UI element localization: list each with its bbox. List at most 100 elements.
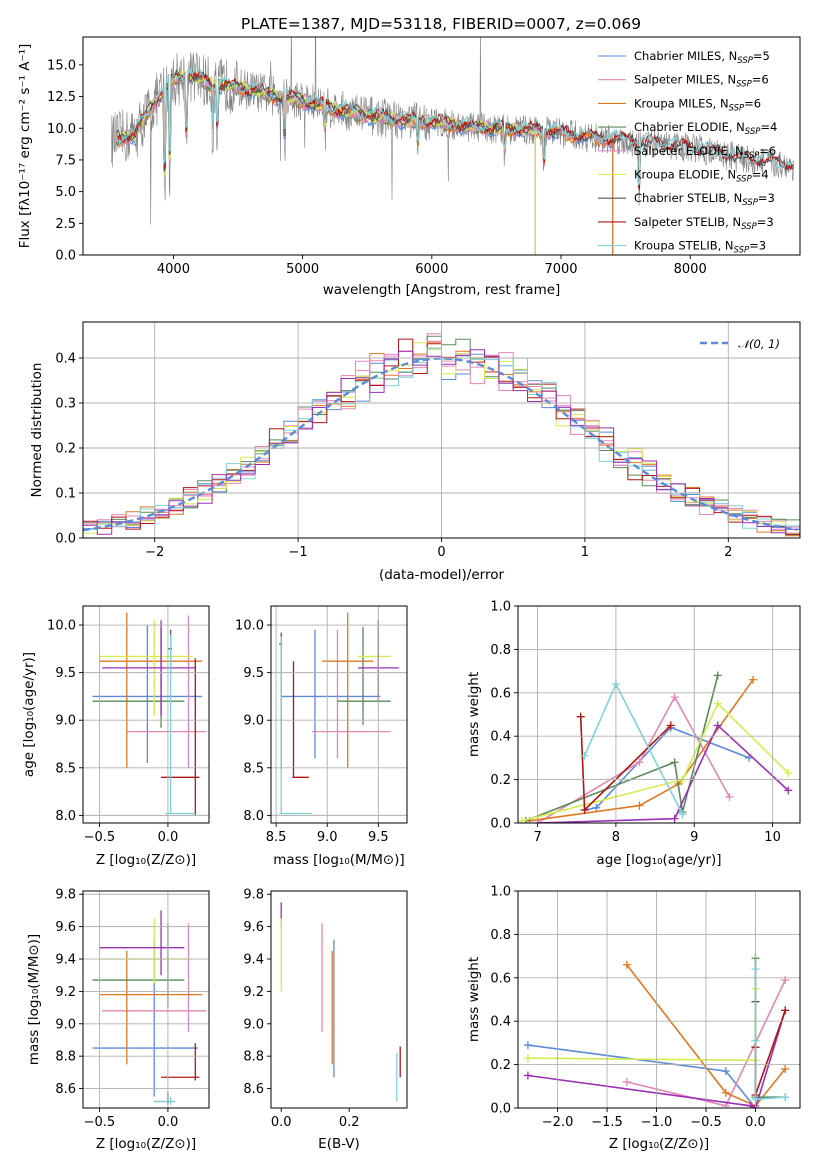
data-point — [523, 1041, 532, 1050]
y-tick-label: 0.4 — [490, 1015, 511, 1030]
legend-entry: Kroupa ELODIE, NSSP=4 — [634, 168, 769, 185]
data-point — [725, 792, 734, 801]
legend-entry: Kroupa MILES, NSSP=6 — [634, 96, 761, 113]
weight-line — [537, 695, 731, 823]
legend-entry: Chabrier STELIB, NSSP=3 — [634, 191, 775, 208]
y-tick-label: 9.0 — [243, 1017, 264, 1032]
mass-vs-Z-axes: −0.5 0.0 8.6 8.8 9.0 9.2 9.4 9.6 9.8 Z [log₁₀(Z/Z… — [26, 888, 210, 1152]
y-tick-label: 0.0 — [55, 532, 76, 547]
model-spectrum — [116, 70, 614, 255]
y-axis-label: Normed distribution — [29, 363, 45, 498]
y-tick-label: 5.0 — [55, 185, 76, 200]
data-point — [749, 675, 757, 684]
model-spectrum — [116, 68, 794, 189]
x-tick-label: −0.5 — [84, 1115, 116, 1130]
data-point — [721, 1067, 730, 1076]
data-point — [746, 1101, 755, 1108]
data-point — [670, 758, 679, 767]
spectrum-axes: 4000 5000 6000 7000 8000 0.0 2.5 5.0 7.5 10.0 12.5… — [17, 36, 801, 298]
model-spectrum — [116, 66, 794, 186]
x-tick-label: 8.5 — [266, 830, 287, 845]
data-point — [580, 751, 589, 760]
data-point — [666, 721, 675, 730]
y-tick-label: 9.8 — [55, 888, 76, 903]
x-tick-label: −1 — [289, 545, 308, 560]
data-point — [670, 693, 679, 702]
y-tick-label: 0.0 — [490, 817, 511, 832]
age-vs-Z-axes: −0.5 0.0 8.0 8.5 9.0 9.5 10.0 Z [log₁₀(Z/Z⊙)] ag… — [21, 605, 210, 868]
mass-vs-EBV-axes: 0.0 0.2 8.6 8.8 9.0 9.2 9.4 9.6 9.8 E(B-V) — [243, 888, 408, 1152]
legend-entry: Salpeter MILES, NSSP=6 — [634, 73, 769, 90]
y-tick-label: 10.0 — [47, 619, 76, 634]
y-tick-label: 8.8 — [55, 1050, 76, 1065]
y-axis-label: mass weight — [466, 672, 482, 757]
mass-vs-EBV-plot-area — [280, 902, 401, 1102]
mass-vs-Z-plot-area — [92, 910, 207, 1105]
legend-entry: Kroupa STELIB, NSSP=3 — [634, 239, 766, 256]
y-tick-label: 0.8 — [490, 928, 511, 943]
data-point — [781, 1006, 790, 1015]
y-axis-label: mass weight — [466, 957, 482, 1042]
weight-line — [754, 1010, 786, 1096]
x-axis-label: Z [log₁₀(Z/Z⊙)] — [96, 852, 196, 868]
age-vs-mass-plot-area — [279, 612, 399, 815]
y-tick-label: 0.2 — [55, 442, 76, 457]
x-tick-label: −2 — [145, 545, 164, 560]
data-point — [622, 960, 631, 969]
y-tick-label: 8.6 — [55, 1082, 76, 1097]
x-tick-label: 8 — [612, 830, 620, 845]
x-axis-label: wavelength [Angstrom, rest frame] — [323, 282, 561, 298]
x-axis-label: age [log₁₀(age/yr)] — [596, 852, 721, 868]
x-tick-label: −0.5 — [690, 1115, 722, 1130]
y-tick-label: 7.5 — [55, 153, 76, 168]
weight-line — [521, 702, 789, 822]
y-tick-label: 9.8 — [243, 888, 264, 903]
y-tick-label: 0.4 — [490, 730, 511, 745]
y-tick-label: 1.0 — [490, 600, 511, 615]
y-tick-label: 8.0 — [243, 809, 264, 824]
legend-entry: Salpeter STELIB, NSSP=3 — [634, 215, 774, 232]
weight-line — [525, 675, 719, 822]
mass-weight-vs-age-plot-area — [518, 671, 793, 823]
x-tick-label: 4000 — [157, 262, 190, 277]
x-tick-label: −1.5 — [591, 1115, 623, 1130]
age-vs-Z-plot-area — [92, 612, 207, 816]
axes-frame — [82, 605, 210, 824]
x-axis-label: (data-model)/error — [379, 567, 505, 583]
residuals-axes: −2 −1 0 1 2 0.0 0.1 0.2 0.3 0.4 (data-model)/error… — [29, 321, 801, 583]
axes-frame — [270, 605, 408, 824]
data-point — [523, 1054, 532, 1063]
data-point — [781, 975, 790, 984]
data-point — [635, 758, 644, 767]
spectrum-plot-area — [111, 37, 794, 255]
y-tick-label: 0.0 — [490, 1102, 511, 1117]
figure-title: PLATE=1387, MJD=53118, FIBERID=0007, z=0… — [241, 15, 641, 33]
data-point — [781, 1093, 790, 1102]
mass-weight-vs-age-axes: 7 8 9 10 0.0 0.2 0.4 0.6 0.8 1.0 age [log₁₀(age/yr… — [466, 600, 801, 868]
x-tick-label: 6000 — [415, 262, 448, 277]
x-tick-label: −2.0 — [542, 1115, 574, 1130]
y-axis-label: age [log₁₀(age/yr)] — [21, 652, 37, 777]
y-tick-label: 0.6 — [490, 686, 511, 701]
data-point — [713, 699, 722, 708]
data-point — [713, 671, 722, 680]
data-point — [784, 786, 793, 795]
data-point — [580, 805, 589, 814]
x-axis-label: Z [log₁₀(Z/Z⊙)] — [609, 1136, 709, 1152]
x-tick-label: −0.5 — [84, 830, 116, 845]
y-tick-label: 0.8 — [490, 643, 511, 658]
data-point — [678, 810, 687, 819]
y-tick-label: 0.4 — [55, 352, 76, 367]
x-tick-label: 1 — [581, 545, 589, 560]
x-tick-label: 0.0 — [745, 1115, 766, 1130]
x-axis-label: E(B-V) — [318, 1136, 360, 1152]
y-tick-label: 9.0 — [55, 1017, 76, 1032]
y-tick-label: 0.0 — [55, 249, 76, 264]
weight-line — [626, 964, 786, 1107]
normal-curve — [83, 357, 798, 532]
x-tick-label: 5000 — [286, 262, 319, 277]
y-tick-label: 9.4 — [55, 953, 76, 968]
data-point — [670, 814, 679, 823]
y-tick-label: 12.5 — [47, 90, 76, 105]
data-point — [518, 816, 526, 823]
